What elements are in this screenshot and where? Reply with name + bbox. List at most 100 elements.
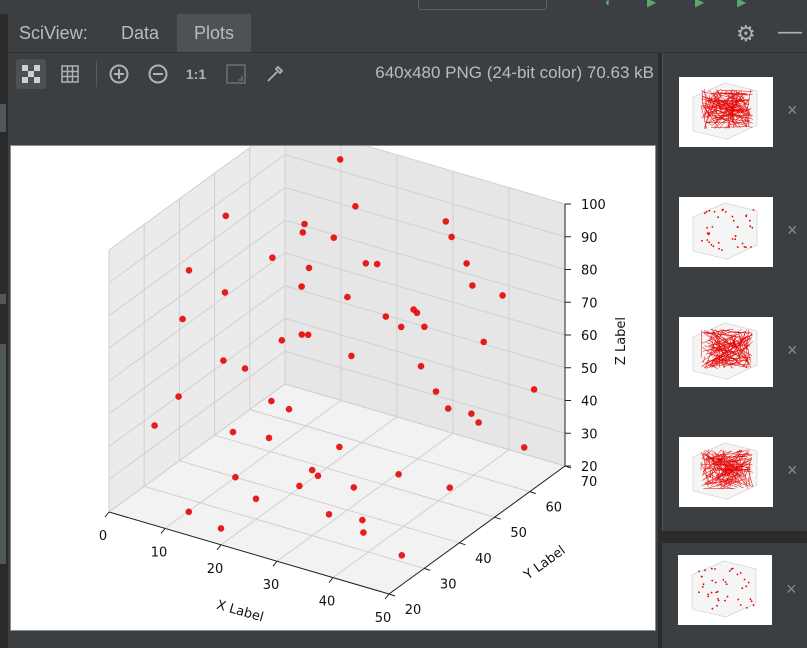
thumb-point [737, 598, 740, 601]
checker-icon[interactable] [16, 59, 46, 89]
thumbnail-2[interactable] [679, 197, 773, 267]
grid-line [276, 432, 454, 562]
thumb-line [709, 480, 736, 488]
thumb-point [702, 586, 704, 588]
y-tick [424, 567, 431, 571]
thumb-point [707, 233, 710, 236]
thumb-line [702, 451, 732, 472]
minimize-icon[interactable]: — [778, 18, 802, 45]
thumb-line [747, 477, 751, 486]
run-icon[interactable]: ▶ [737, 0, 747, 9]
close-icon[interactable]: × [787, 220, 798, 240]
data-point [359, 516, 366, 524]
grid-line [108, 318, 286, 447]
thumb-line [723, 337, 751, 365]
thumb-point [745, 607, 748, 609]
thumb-line [704, 104, 740, 114]
thumbnail-4[interactable] [679, 437, 773, 507]
grid-line [108, 187, 286, 316]
close-icon[interactable]: × [787, 100, 798, 120]
thumbnail-5[interactable] [678, 555, 772, 625]
data-point [530, 386, 538, 393]
thumb-line [731, 116, 735, 123]
thumb-point [706, 239, 709, 241]
thumb-line [724, 342, 752, 363]
data-point [285, 405, 293, 413]
thumb-line [714, 100, 750, 123]
thumb-line [725, 333, 753, 365]
thumb-line [703, 454, 709, 488]
thumb-line [720, 100, 734, 110]
thumb-line [708, 340, 737, 357]
thumb-line [721, 450, 749, 489]
thumb-point [710, 244, 713, 246]
thumb-line [710, 109, 751, 120]
thumb-line [733, 339, 744, 353]
grid-line [284, 252, 566, 336]
thumb-line [731, 339, 750, 366]
thumb-point [747, 581, 750, 584]
tab-plots[interactable]: Plots [177, 14, 251, 52]
tab-data[interactable]: Data [120, 23, 160, 43]
y-tick-label: 20 [405, 603, 422, 618]
thumb-point [750, 600, 753, 603]
thumb-line [714, 453, 721, 462]
x-tick [272, 560, 278, 567]
data-point [217, 525, 225, 532]
data-point [179, 315, 186, 323]
grid-line [284, 187, 566, 270]
thumb-line [720, 115, 731, 118]
data-point [220, 357, 227, 364]
thumb-line [740, 90, 750, 119]
thumb-point [716, 604, 718, 607]
grid-line [284, 154, 566, 238]
thumb-point [734, 238, 737, 241]
thumbnail-3[interactable] [679, 317, 773, 387]
zoom-in-icon[interactable] [104, 59, 134, 89]
left-gutter [0, 14, 8, 648]
fit-icon[interactable] [221, 59, 251, 89]
zoom-out-icon[interactable] [143, 59, 173, 89]
data-point [222, 212, 230, 220]
thumb-line [701, 342, 728, 363]
run-icon[interactable]: ▶ [647, 0, 657, 9]
data-point [520, 444, 528, 451]
back-pane [285, 146, 565, 466]
actual-size-button[interactable]: 1:1 [181, 59, 211, 89]
thumbnail-1[interactable] [679, 77, 773, 147]
close-icon[interactable]: × [787, 460, 798, 480]
thumb-line [701, 90, 707, 94]
data-point [448, 233, 455, 241]
debug-icon[interactable]: ◐ [605, 0, 613, 9]
run-config-dropdown[interactable] [418, 0, 547, 10]
thumb-point [704, 212, 706, 215]
run-icon[interactable]: ▶ [695, 0, 705, 9]
thumb-point [739, 604, 742, 606]
thumb-line [745, 458, 752, 477]
thumb-line [717, 95, 722, 110]
x-tick [216, 544, 222, 551]
thumb-line [702, 450, 713, 458]
sciview-header: SciView: Data Plots ⚙ — [8, 14, 807, 53]
thumb-point [737, 226, 739, 228]
data-point [469, 282, 476, 289]
data-point [373, 260, 381, 268]
color-picker-icon[interactable] [260, 59, 290, 89]
data-point [301, 220, 308, 228]
thumb-point [722, 579, 725, 581]
z-tick-label: 40 [581, 395, 598, 410]
thumb-line [706, 92, 725, 97]
thumb-point [717, 241, 720, 244]
grid-icon[interactable] [55, 59, 85, 89]
close-icon[interactable]: × [787, 340, 798, 360]
thumb-line [709, 458, 726, 461]
thumb-line [727, 462, 738, 476]
thumb-line [700, 462, 706, 473]
thumb-point [743, 245, 746, 248]
gear-icon[interactable]: ⚙ [736, 21, 756, 46]
thumb-line [714, 125, 717, 128]
data-point [360, 529, 367, 536]
close-icon[interactable]: × [786, 579, 797, 599]
z-tick-label: 30 [581, 427, 598, 442]
data-point [350, 484, 358, 491]
